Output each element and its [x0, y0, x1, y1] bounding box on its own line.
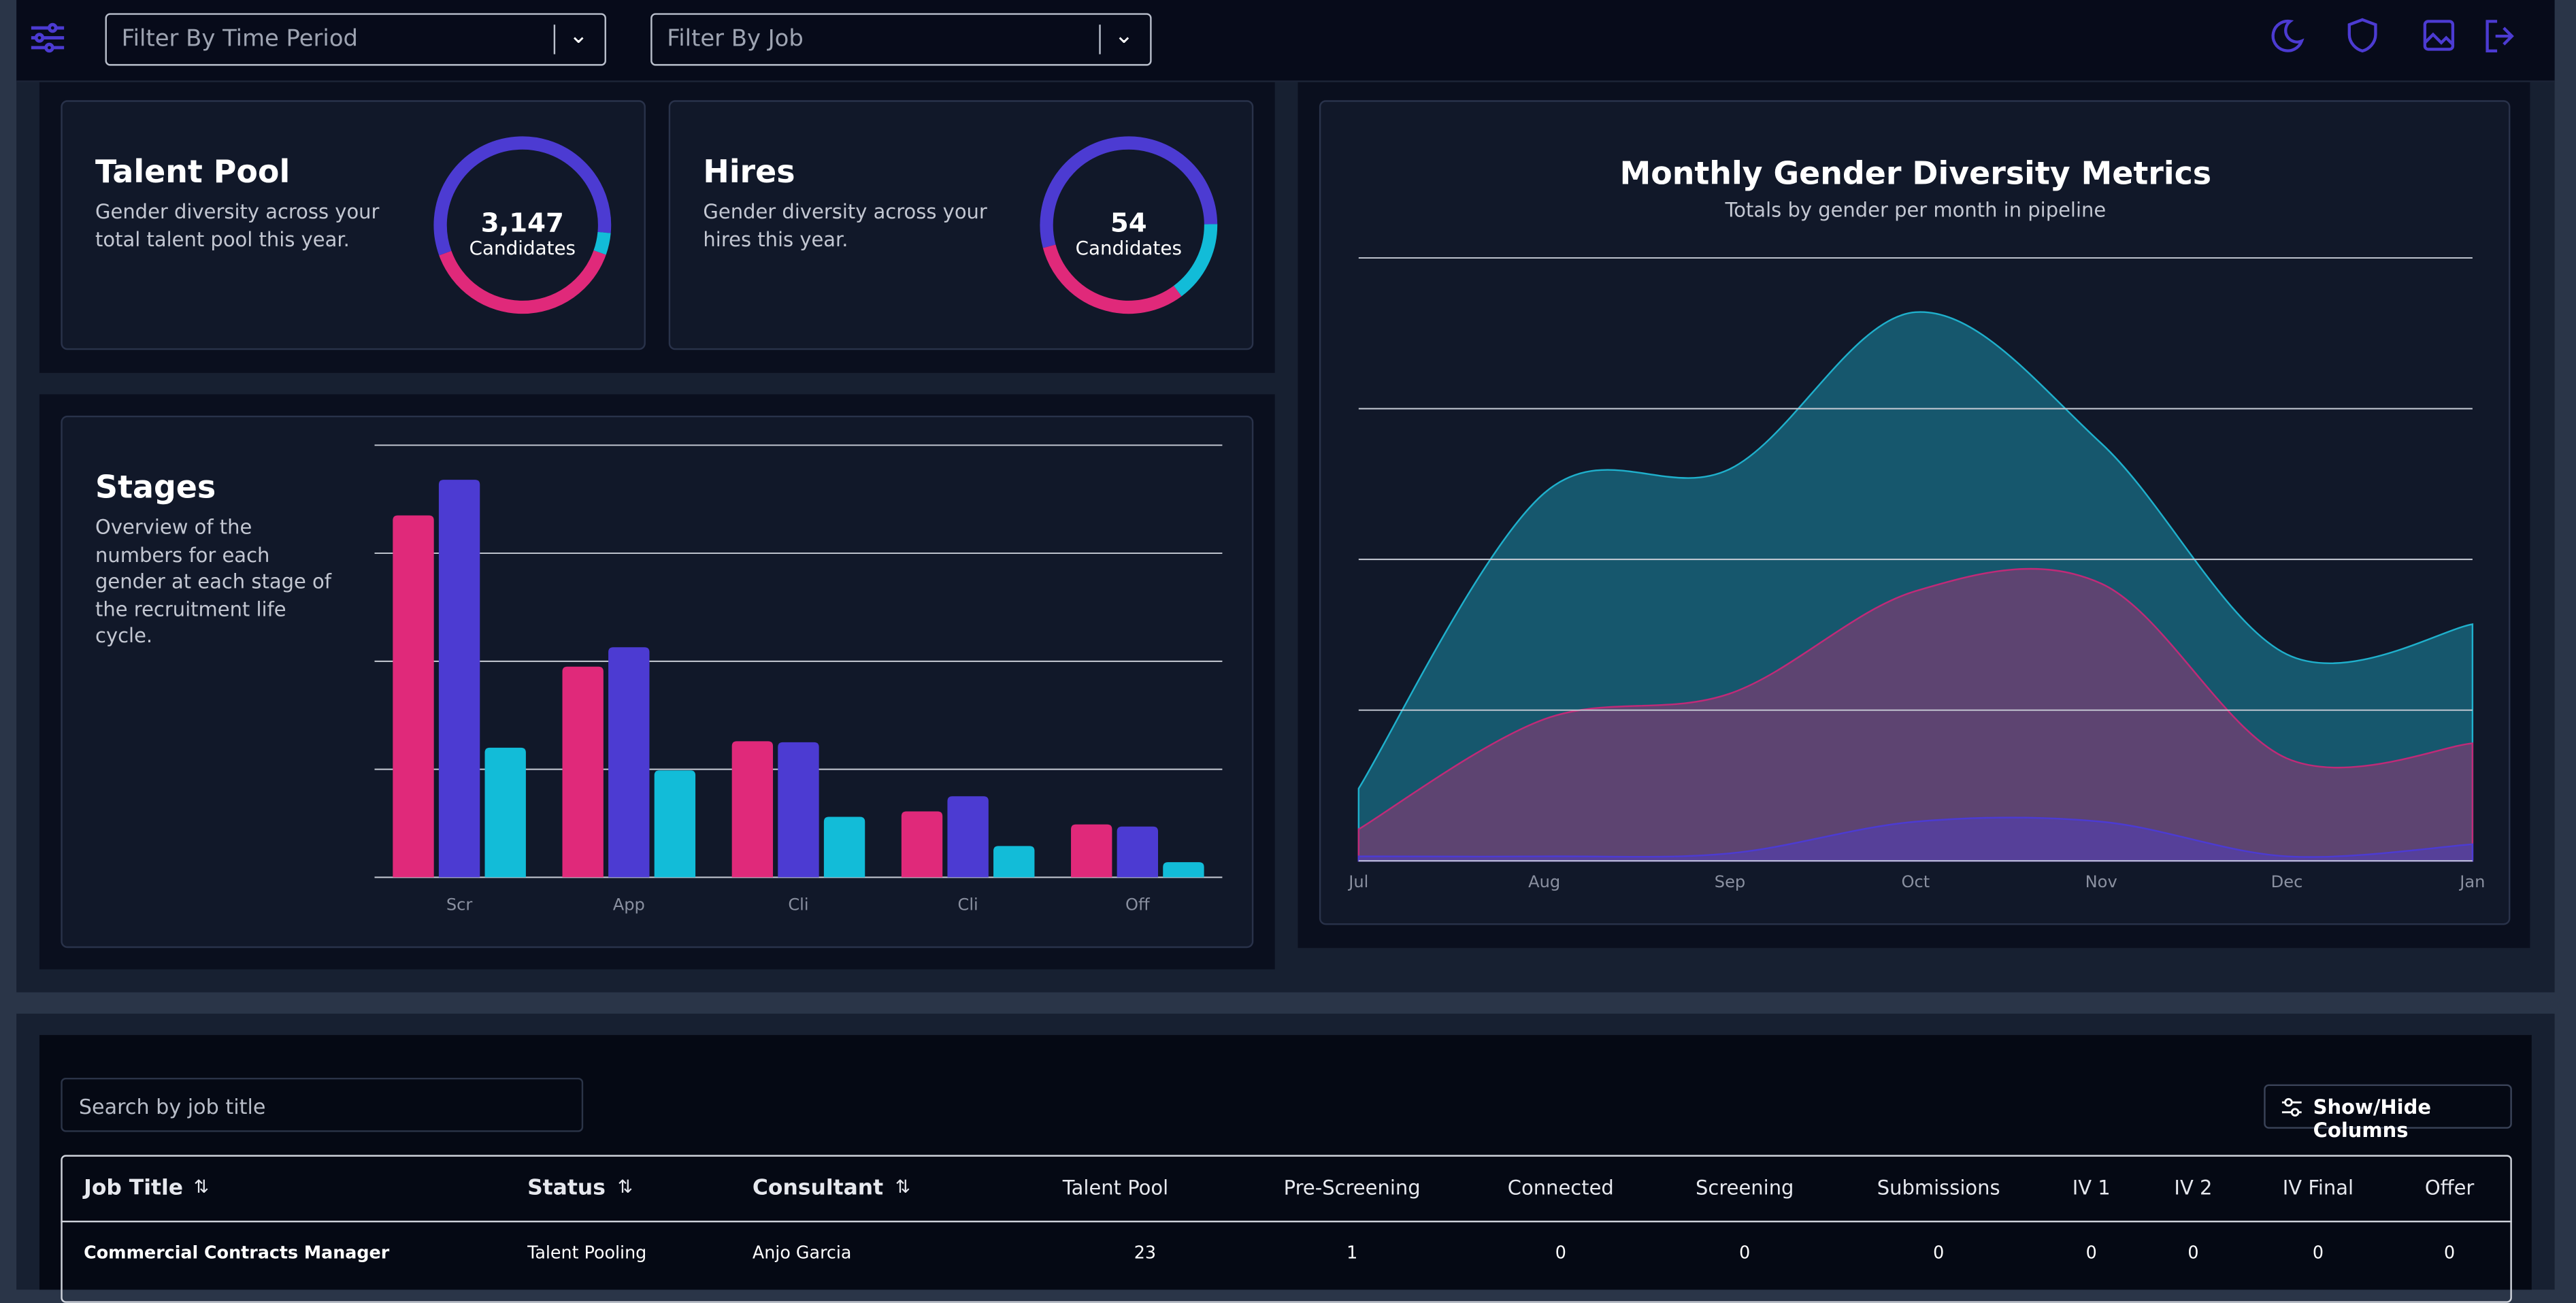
- x-tick-label: Scr: [446, 895, 473, 914]
- column-header: Consultant: [752, 1176, 884, 1202]
- button-text: Show/Hide Columns: [2313, 1095, 2432, 1142]
- column-header: IV 2: [2174, 1176, 2213, 1200]
- column-header: Status: [527, 1176, 606, 1202]
- x-tick-label: Oct: [1901, 872, 1930, 891]
- table-cell: Talent Pooling: [527, 1243, 647, 1264]
- card-title: Stages: [95, 469, 216, 506]
- table-cell: 0: [2187, 1243, 2199, 1264]
- card-description: Overview of the numbers for each gender …: [95, 516, 331, 648]
- x-tick-label: Aug: [1528, 872, 1560, 891]
- x-tick-label: Jul: [1347, 872, 1368, 891]
- job-filter[interactable]: Filter By Job ⌄: [650, 13, 1152, 66]
- time-filter[interactable]: Filter By Time Period ⌄: [105, 13, 606, 66]
- bar: [438, 480, 480, 878]
- search-placeholder: Search by job title: [78, 1094, 266, 1119]
- x-tick-label: Jan: [2458, 872, 2485, 891]
- x-tick-label: Sep: [1715, 872, 1745, 891]
- search-input[interactable]: Search by job title: [61, 1077, 584, 1132]
- table-cell: 23: [1134, 1243, 1157, 1264]
- table-panel: [39, 1035, 2532, 1290]
- bar: [484, 747, 526, 878]
- column-header: IV 1: [2072, 1176, 2111, 1200]
- columns-button[interactable]: Show/Hide Columns: [2264, 1084, 2512, 1142]
- menu-icon[interactable]: [29, 20, 65, 56]
- column-header: Talent Pool: [1062, 1176, 1169, 1200]
- sort-icon[interactable]: ⇅: [193, 1176, 210, 1198]
- bar: [1071, 824, 1112, 878]
- table-cell: 0: [1739, 1243, 1751, 1264]
- sort-icon[interactable]: ⇅: [895, 1176, 911, 1198]
- x-tick-label: Nov: [2085, 872, 2117, 891]
- x-tick-label: App: [613, 895, 645, 914]
- bar: [901, 811, 943, 878]
- doughnut-segment: [439, 250, 606, 314]
- button-icon: [2281, 1098, 2302, 1117]
- table-cell: 0: [2085, 1243, 2097, 1264]
- bar: [654, 770, 696, 878]
- bar: [562, 666, 604, 878]
- card-title: Hires: [703, 154, 795, 191]
- column-header: Submissions: [1877, 1176, 2000, 1200]
- column-header: Connected: [1507, 1176, 1614, 1200]
- row-divider: [61, 1221, 2512, 1223]
- column-header: IV Final: [2282, 1176, 2354, 1200]
- bar: [731, 741, 774, 878]
- area: [1357, 567, 2474, 862]
- table-cell: Commercial Contracts Manager: [84, 1243, 390, 1264]
- bar: [608, 647, 650, 878]
- bar: [1163, 862, 1204, 878]
- bar: [823, 817, 865, 878]
- bar: [393, 515, 434, 878]
- bar: [1117, 826, 1159, 878]
- x-tick-label: Cli: [958, 895, 978, 914]
- column-header: Job Title: [84, 1176, 184, 1202]
- doughnut-segment: [1042, 244, 1182, 314]
- column-header: Offer: [2424, 1176, 2475, 1200]
- column-header: Pre-Screening: [1283, 1176, 1421, 1200]
- doughnut-total: 54: [1110, 208, 1147, 238]
- table-cell: 0: [2444, 1243, 2456, 1264]
- doughnut-segment: [1173, 224, 1218, 297]
- column-header: Screening: [1696, 1176, 1794, 1200]
- doughnut-unit: Candidates: [469, 237, 576, 259]
- doughnut-unit: Candidates: [1076, 237, 1182, 259]
- table-cell: 0: [2312, 1243, 2324, 1264]
- table-cell: 0: [1555, 1243, 1566, 1264]
- x-tick-label: Off: [1125, 895, 1151, 914]
- x-tick-label: Cli: [788, 895, 808, 914]
- doughnut-segment: [1040, 136, 1218, 248]
- bar: [778, 742, 819, 878]
- time-filter-text: Filter By Time Period: [121, 26, 358, 53]
- card-description: Gender diversity across your total talen…: [95, 200, 380, 251]
- table-cell: 1: [1347, 1243, 1358, 1264]
- bar: [993, 846, 1035, 878]
- chart-subtitle: Totals by gender per month in pipeline: [1725, 199, 2107, 222]
- card-title: Talent Pool: [95, 154, 291, 191]
- area: [1357, 817, 2474, 862]
- card-description: Gender diversity across your hires this …: [703, 200, 987, 251]
- toolbar-icons[interactable]: [2267, 16, 2533, 56]
- doughnut-segment: [593, 231, 611, 255]
- x-tick-label: Dec: [2271, 872, 2303, 891]
- sort-icon[interactable]: ⇅: [617, 1176, 633, 1198]
- bar: [947, 796, 989, 878]
- doughnut-total: 3,147: [481, 208, 564, 238]
- gender-card: [1319, 100, 2511, 925]
- area: [1357, 311, 2474, 862]
- chart-title: Monthly Gender Diversity Metrics: [1620, 154, 2212, 191]
- job-filter-text: Filter By Job: [667, 26, 804, 53]
- table-cell: 0: [1933, 1243, 1945, 1264]
- table-cell: Anjo Garcia: [752, 1243, 852, 1264]
- doughnut-segment: [433, 136, 612, 256]
